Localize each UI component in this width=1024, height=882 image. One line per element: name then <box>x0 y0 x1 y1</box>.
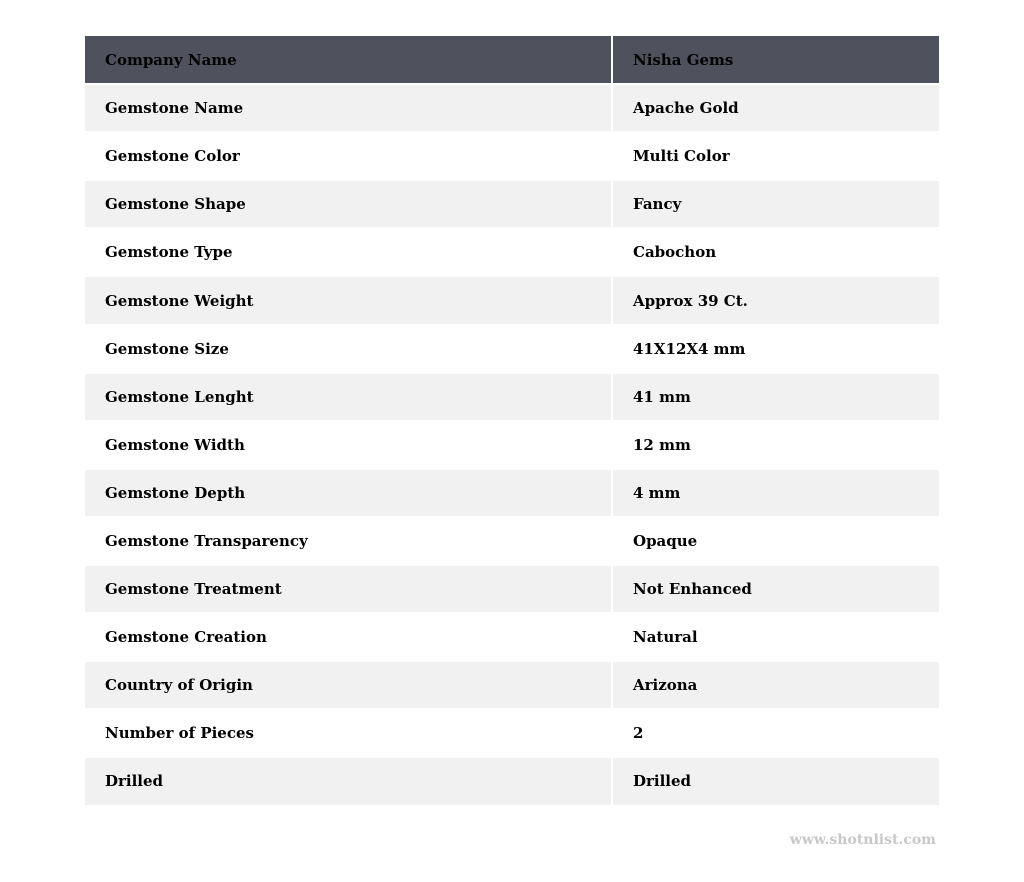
row-label: Gemstone Lenght <box>85 372 613 422</box>
row-value: Natural <box>611 613 939 663</box>
row-label: Gemstone Width <box>85 420 613 470</box>
row-value: 41 mm <box>611 372 939 422</box>
table-row: Gemstone Shape Fancy <box>85 180 939 230</box>
header-value: Nisha Gems <box>611 36 939 86</box>
row-value: Drilled <box>611 757 939 807</box>
table-row: Gemstone Type Cabochon <box>85 228 939 278</box>
row-label: Gemstone Color <box>85 132 613 182</box>
row-value: 2 <box>611 709 939 759</box>
gemstone-spec-table: Company Name Nisha Gems Gemstone Name Apa… <box>85 36 939 807</box>
table-row: Number of Pieces 2 <box>85 709 939 759</box>
row-label: Gemstone Shape <box>85 180 613 230</box>
row-value: 4 mm <box>611 468 939 518</box>
table-row: Gemstone Weight Approx 39 Ct. <box>85 276 939 326</box>
row-value: 12 mm <box>611 420 939 470</box>
row-value: Not Enhanced <box>611 565 939 615</box>
table-row: Gemstone Creation Natural <box>85 613 939 663</box>
row-label: Gemstone Treatment <box>85 565 613 615</box>
row-label: Gemstone Weight <box>85 276 613 326</box>
header-label: Company Name <box>85 36 613 86</box>
row-label: Drilled <box>85 757 613 807</box>
table-row: Gemstone Lenght 41 mm <box>85 372 939 422</box>
row-value: Fancy <box>611 180 939 230</box>
row-label: Gemstone Transparency <box>85 516 613 567</box>
row-label: Gemstone Depth <box>85 468 613 518</box>
row-value: Cabochon <box>611 228 939 278</box>
table-row: Gemstone Transparency Opaque <box>85 516 939 567</box>
row-value: Arizona <box>611 661 939 711</box>
table-row: Gemstone Color Multi Color <box>85 132 939 182</box>
row-label: Gemstone Name <box>85 84 613 134</box>
row-label: Gemstone Creation <box>85 613 613 663</box>
table-header-row: Company Name Nisha Gems <box>85 36 939 86</box>
table-row: Country of Origin Arizona <box>85 661 939 711</box>
table-row: Gemstone Depth 4 mm <box>85 468 939 518</box>
row-value: Approx 39 Ct. <box>611 276 939 326</box>
row-label: Gemstone Type <box>85 228 613 278</box>
row-label: Number of Pieces <box>85 709 613 759</box>
table-row: Gemstone Width 12 mm <box>85 420 939 470</box>
row-value: Multi Color <box>611 132 939 182</box>
table-row: Gemstone Size 41X12X4 mm <box>85 324 939 374</box>
row-value: Opaque <box>611 516 939 567</box>
row-label: Country of Origin <box>85 661 613 711</box>
watermark: www.shotnlist.com <box>789 832 936 848</box>
row-label: Gemstone Size <box>85 324 613 374</box>
row-value: Apache Gold <box>611 84 939 134</box>
table-row: Gemstone Treatment Not Enhanced <box>85 565 939 615</box>
row-value: 41X12X4 mm <box>611 324 939 374</box>
table-row: Drilled Drilled <box>85 757 939 807</box>
table-row: Gemstone Name Apache Gold <box>85 84 939 134</box>
